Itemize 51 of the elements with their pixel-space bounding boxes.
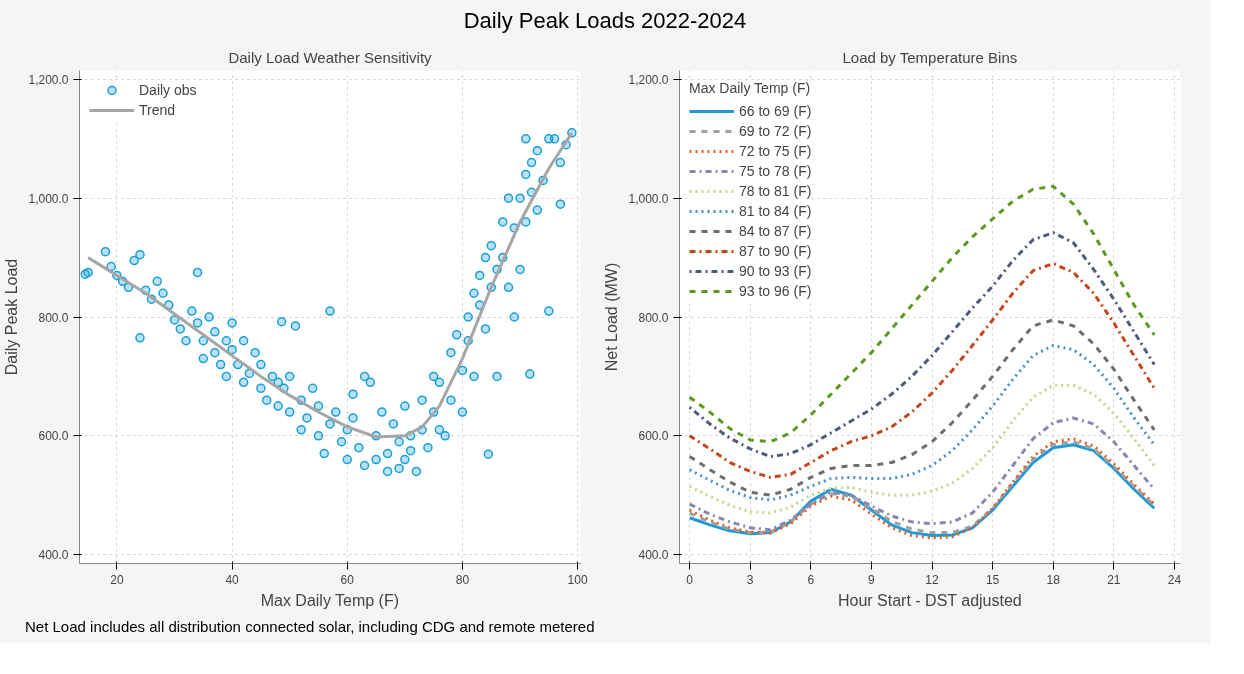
x-tick-label: 15 <box>985 572 1000 587</box>
y-tick-label: 800.0 <box>638 310 669 325</box>
legend-label: 78 to 81 (F) <box>739 182 812 201</box>
x-tick-label: 12 <box>925 572 940 587</box>
x-tick-label: 40 <box>225 572 240 587</box>
legend-label: 87 to 90 (F) <box>739 242 812 261</box>
y-tick-label: 400.0 <box>638 548 669 563</box>
x-axis-title: Max Daily Temp (F) <box>260 591 400 609</box>
y-axis-title: Daily Peak Load <box>3 259 21 376</box>
legend-label: 72 to 75 (F) <box>739 142 812 161</box>
chart-title: Load by Temperature Bins <box>842 48 1018 66</box>
x-tick-label: 9 <box>868 572 876 587</box>
x-axis-title: Hour Start - DST adjusted <box>837 591 1022 609</box>
legend-label: 90 to 93 (F) <box>739 262 812 281</box>
legend-label: 69 to 72 (F) <box>739 122 812 141</box>
legend-label: 66 to 69 (F) <box>739 102 812 121</box>
legend-label: 93 to 96 (F) <box>739 282 812 301</box>
y-tick-label: 400.0 <box>38 548 69 563</box>
x-tick-label: 24 <box>1167 572 1182 587</box>
line-series <box>688 344 1156 502</box>
text: Daily Peak Loads 2022-2024 <box>463 7 747 35</box>
y-tick-label: 1,000.0 <box>28 192 69 207</box>
legend-label: Trend <box>139 101 176 120</box>
y-tick-label: 1,000.0 <box>628 192 669 207</box>
legend-label: 75 to 78 (F) <box>739 162 812 181</box>
x-tick-label: 3 <box>746 572 754 587</box>
legend-label: Daily obs <box>139 81 197 100</box>
line-series <box>688 416 1156 532</box>
line-series <box>688 384 1156 515</box>
y-tick-label: 600.0 <box>638 429 669 444</box>
x-tick-label: 18 <box>1046 572 1061 587</box>
legend-label: 81 to 84 (F) <box>739 202 812 221</box>
x-tick-label: 80 <box>455 572 470 587</box>
line-series <box>688 185 1156 444</box>
legend-label: 84 to 87 (F) <box>739 222 812 241</box>
chart-title: Daily Load Weather Sensitivity <box>228 48 433 66</box>
y-tick-label: 1,200.0 <box>628 73 669 88</box>
line-series <box>688 262 1156 480</box>
y-tick-label: 1,200.0 <box>28 73 69 88</box>
x-tick-label: 100 <box>567 572 588 587</box>
y-tick-label: 800.0 <box>38 310 69 325</box>
x-tick-label: 20 <box>110 572 124 587</box>
y-tick-label: 600.0 <box>38 429 69 444</box>
x-tick-label: 60 <box>340 572 355 587</box>
x-tick-label: 6 <box>807 572 815 587</box>
y-axis-title: Net Load (MW) <box>603 263 621 372</box>
legend-title: Max Daily Temp (F) <box>689 80 812 97</box>
line-series <box>688 318 1156 498</box>
x-tick-label: 0 <box>686 572 694 587</box>
x-tick-label: 21 <box>1107 572 1121 587</box>
text: Net Load includes all distribution connected solar, including CDG and remote metered <box>25 617 595 638</box>
